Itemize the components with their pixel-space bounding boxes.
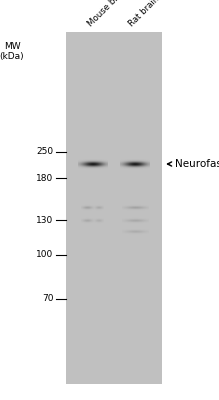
Text: Rat brain: Rat brain xyxy=(127,0,161,29)
Text: 100: 100 xyxy=(36,250,54,259)
Text: MW
(kDa): MW (kDa) xyxy=(0,42,24,61)
Bar xyxy=(66,32,162,384)
Text: 180: 180 xyxy=(36,174,54,182)
Text: 250: 250 xyxy=(37,147,54,156)
Text: 70: 70 xyxy=(42,294,54,303)
Text: 130: 130 xyxy=(36,216,54,225)
Text: Mouse brain: Mouse brain xyxy=(86,0,130,29)
Text: Neurofascin: Neurofascin xyxy=(168,159,219,169)
